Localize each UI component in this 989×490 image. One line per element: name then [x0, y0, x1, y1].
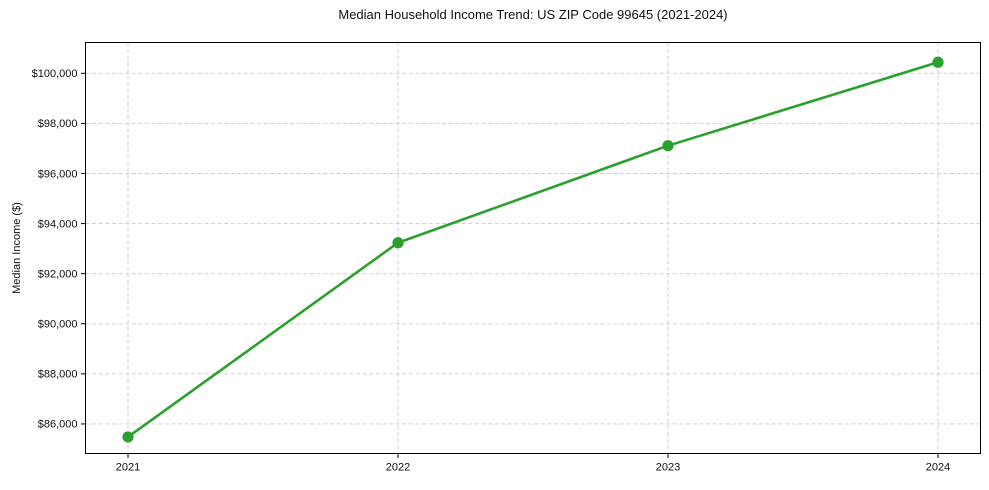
y-tick-label: $88,000	[38, 369, 78, 381]
y-tick-label: $98,000	[38, 118, 78, 130]
data-point	[122, 431, 134, 443]
plot-border	[85, 42, 981, 454]
x-tick-label: 2023	[656, 462, 680, 474]
y-tick-label: $96,000	[38, 168, 78, 180]
chart-title: Median Household Income Trend: US ZIP Co…	[338, 7, 728, 22]
y-tick-label: $92,000	[38, 268, 78, 280]
y-tick-label: $90,000	[38, 319, 78, 331]
data-point	[932, 56, 944, 68]
y-tick-label: $86,000	[38, 419, 78, 431]
data-point	[392, 237, 404, 249]
x-tick-label: 2024	[926, 462, 950, 474]
x-tick-label: 2021	[116, 462, 140, 474]
y-tick-label: $94,000	[38, 218, 78, 230]
y-tick-label: $100,000	[32, 68, 78, 80]
y-axis-label: Median Income ($)	[11, 202, 23, 294]
data-point	[662, 140, 674, 152]
trend-line	[126, 60, 940, 439]
x-tick-label: 2022	[386, 462, 410, 474]
